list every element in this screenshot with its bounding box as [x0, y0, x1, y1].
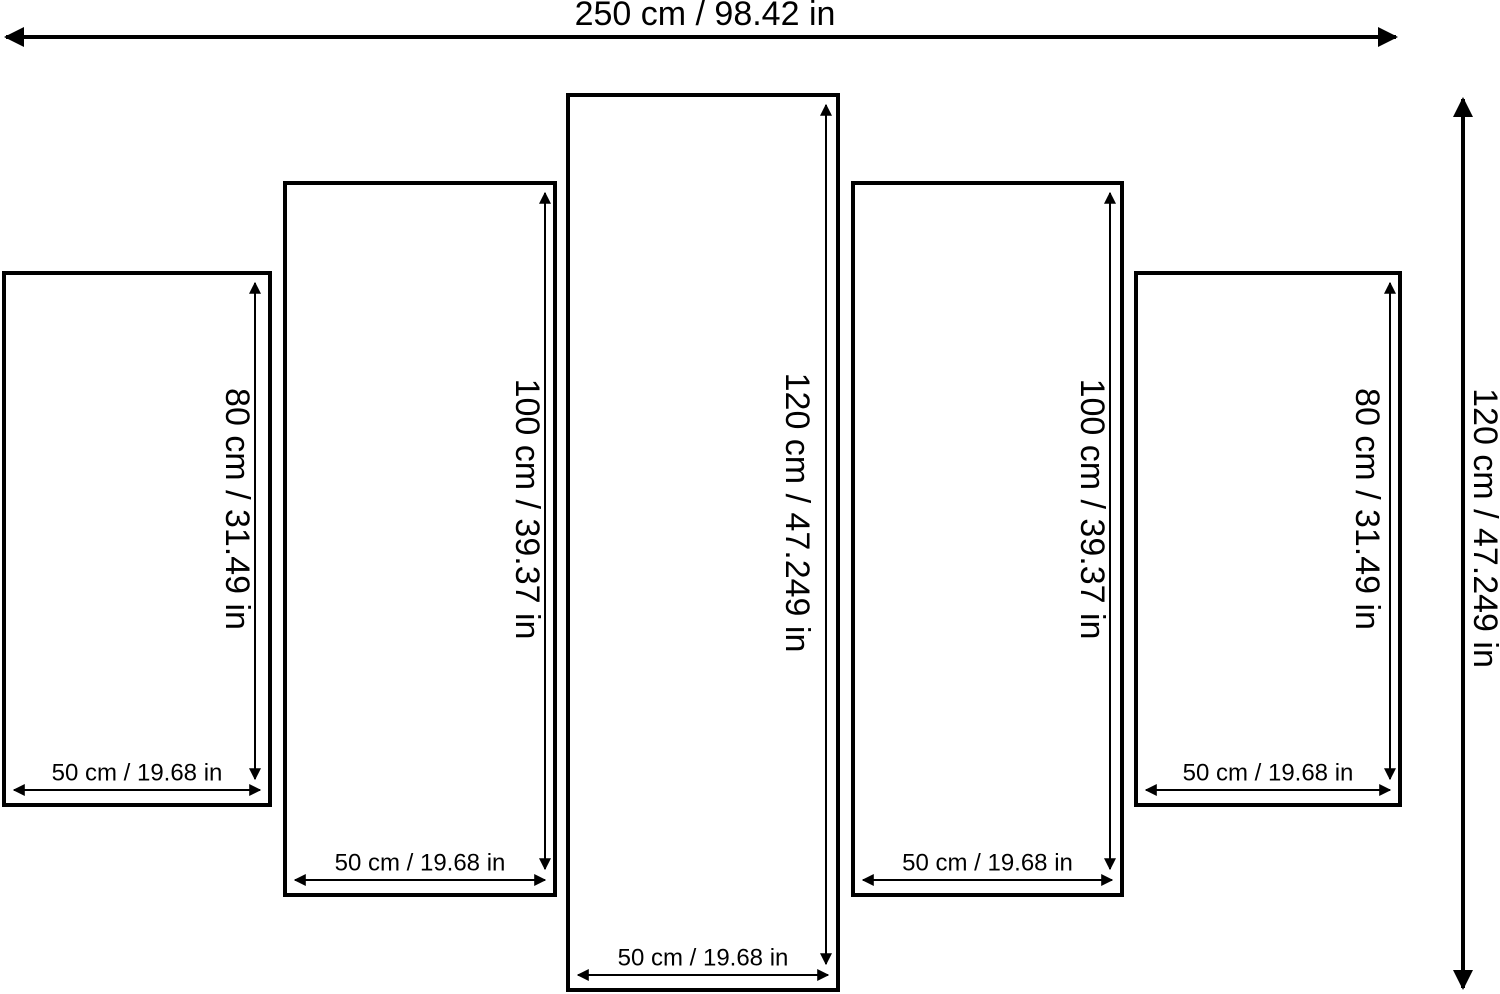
panel-frame — [283, 181, 557, 897]
panel-frame — [566, 93, 840, 992]
total-width-label: 250 cm / 98.42 in — [575, 0, 836, 33]
width-label: 50 cm / 19.68 in — [618, 944, 789, 971]
height-label: 100 cm / 39.37 in — [508, 379, 546, 640]
panel-frame — [1134, 271, 1402, 807]
total-height-label: 120 cm / 47.249 in — [1466, 388, 1500, 668]
height-label: 120 cm / 47.249 in — [778, 373, 816, 653]
width-label: 50 cm / 19.68 in — [1183, 759, 1354, 786]
height-label: 80 cm / 31.49 in — [218, 388, 256, 630]
width-label: 50 cm / 19.68 in — [902, 849, 1073, 876]
panel-frame — [2, 271, 272, 807]
height-label: 80 cm / 31.49 in — [1348, 388, 1386, 630]
height-label: 100 cm / 39.37 in — [1073, 379, 1111, 640]
width-label: 50 cm / 19.68 in — [335, 849, 506, 876]
panel-frame — [851, 181, 1124, 897]
width-label: 50 cm / 19.68 in — [52, 759, 223, 786]
